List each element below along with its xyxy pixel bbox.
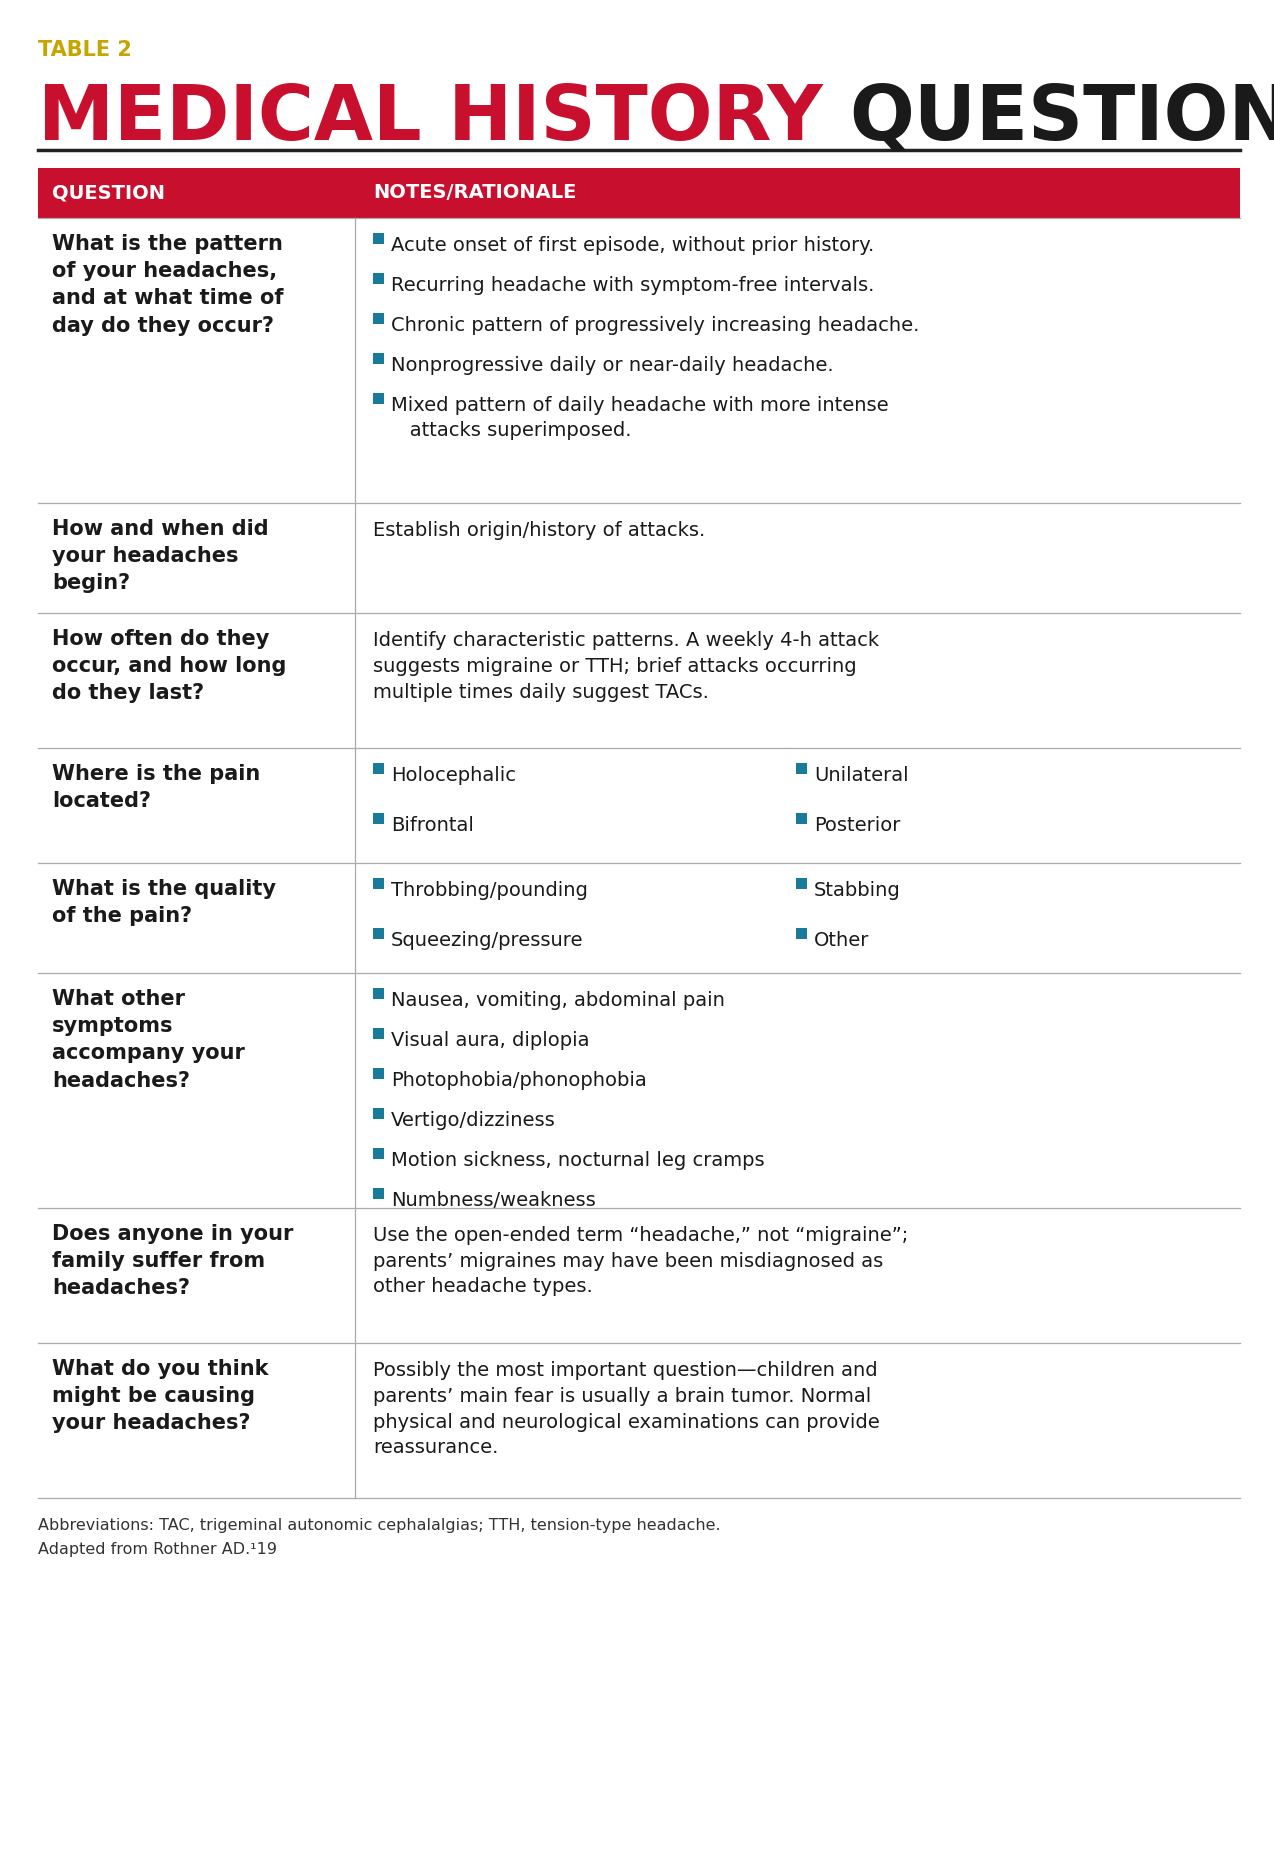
Bar [38, 748, 1240, 862]
Bar [38, 613, 1240, 748]
Bar [373, 1068, 383, 1079]
Bar [373, 234, 383, 243]
Bar [38, 219, 1240, 503]
Text: Abbreviations: TAC, trigeminal autonomic cephalalgias; TTH, tension-type headach: Abbreviations: TAC, trigeminal autonomic… [38, 1518, 721, 1533]
Bar [38, 503, 1240, 613]
Bar [796, 763, 806, 774]
Text: QUESTIONS: QUESTIONS [850, 82, 1274, 155]
Bar [373, 928, 383, 939]
Bar [796, 879, 806, 888]
Bar [373, 879, 383, 888]
Text: NOTES/RATIONALE: NOTES/RATIONALE [373, 183, 576, 202]
Bar [373, 813, 383, 825]
Text: Recurring headache with symptom-free intervals.: Recurring headache with symptom-free int… [391, 277, 874, 295]
Bar [38, 1343, 1240, 1498]
Text: Adapted from Rothner AD.¹19: Adapted from Rothner AD.¹19 [38, 1543, 276, 1558]
Bar [38, 1208, 1240, 1343]
Text: Nonprogressive daily or near-daily headache.: Nonprogressive daily or near-daily heada… [391, 355, 833, 376]
Text: Acute onset of first episode, without prior history.: Acute onset of first episode, without pr… [391, 236, 874, 254]
Text: Unilateral: Unilateral [814, 767, 908, 785]
Text: Squeezing/pressure: Squeezing/pressure [391, 931, 583, 950]
Text: QUESTION: QUESTION [52, 183, 166, 202]
Bar [38, 862, 1240, 972]
Text: TABLE 2: TABLE 2 [38, 39, 132, 60]
Text: Posterior: Posterior [814, 815, 901, 836]
Text: Holocephalic: Holocephalic [391, 767, 516, 785]
Text: Bifrontal: Bifrontal [391, 815, 474, 836]
Text: Visual aura, diplopia: Visual aura, diplopia [391, 1030, 590, 1049]
Text: Numbness/weakness: Numbness/weakness [391, 1191, 596, 1210]
Text: Use the open-ended term “headache,” not “migraine”;
parents’ migraines may have : Use the open-ended term “headache,” not … [373, 1227, 908, 1296]
Bar [373, 393, 383, 404]
Bar [373, 1109, 383, 1118]
Text: Other: Other [814, 931, 869, 950]
Text: How and when did
your headaches
begin?: How and when did your headaches begin? [52, 520, 269, 593]
Text: Vertigo/dizziness: Vertigo/dizziness [391, 1111, 555, 1129]
Text: Does anyone in your
family suffer from
headaches?: Does anyone in your family suffer from h… [52, 1225, 293, 1298]
Text: Nausea, vomiting, abdominal pain: Nausea, vomiting, abdominal pain [391, 991, 725, 1010]
Text: Throbbing/pounding: Throbbing/pounding [391, 881, 587, 899]
Text: Motion sickness, nocturnal leg cramps: Motion sickness, nocturnal leg cramps [391, 1152, 764, 1171]
Bar [38, 168, 1240, 219]
Bar [373, 353, 383, 365]
Text: Possibly the most important question—children and
parents’ main fear is usually : Possibly the most important question—chi… [373, 1361, 880, 1457]
Bar [796, 813, 806, 825]
Bar [796, 928, 806, 939]
Bar [373, 1028, 383, 1040]
Bar [373, 273, 383, 284]
Text: Identify characteristic patterns. A weekly 4-h attack
suggests migraine or TTH; : Identify characteristic patterns. A week… [373, 630, 879, 701]
Text: Mixed pattern of daily headache with more intense
   attacks superimposed.: Mixed pattern of daily headache with mor… [391, 396, 889, 439]
Text: Photophobia/phonophobia: Photophobia/phonophobia [391, 1072, 647, 1090]
Text: Chronic pattern of progressively increasing headache.: Chronic pattern of progressively increas… [391, 316, 920, 335]
Text: How often do they
occur, and how long
do they last?: How often do they occur, and how long do… [52, 628, 287, 703]
Bar [373, 1148, 383, 1159]
Text: MEDICAL HISTORY: MEDICAL HISTORY [38, 82, 850, 155]
Text: Stabbing: Stabbing [814, 881, 901, 899]
Bar [38, 972, 1240, 1208]
Bar [373, 763, 383, 774]
Text: Establish origin/history of attacks.: Establish origin/history of attacks. [373, 522, 706, 540]
Bar [373, 1187, 383, 1199]
Text: What other
symptoms
accompany your
headaches?: What other symptoms accompany your heada… [52, 989, 245, 1090]
Text: Where is the pain
located?: Where is the pain located? [52, 765, 260, 812]
Text: What do you think
might be causing
your headaches?: What do you think might be causing your … [52, 1359, 269, 1434]
Text: What is the quality
of the pain?: What is the quality of the pain? [52, 879, 276, 926]
Text: What is the pattern
of your headaches,
and at what time of
day do they occur?: What is the pattern of your headaches, a… [52, 234, 284, 335]
Bar [373, 987, 383, 999]
Bar [373, 312, 383, 324]
